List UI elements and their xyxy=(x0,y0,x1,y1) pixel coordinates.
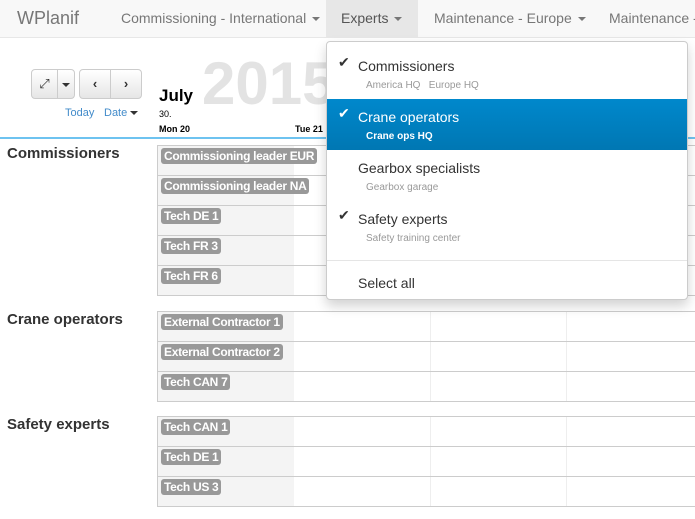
item-label: Gearbox specialists xyxy=(358,160,481,176)
day-label: Mon 20 xyxy=(159,124,191,134)
resource-badge: External Contractor 2 xyxy=(161,344,283,360)
dropdown-item[interactable]: ✔ Commissioners America HQ Europe HQ xyxy=(327,48,687,99)
check-icon: ✔ xyxy=(338,207,350,223)
resource-badge: Tech CAN 1 xyxy=(161,419,231,435)
divider xyxy=(327,260,687,261)
day-label: Tue 21 xyxy=(295,124,323,134)
resource-grid: External Contractor 1 External Contractor… xyxy=(157,311,695,402)
caret-down-icon xyxy=(312,17,321,22)
nav-commissioning-international[interactable]: Commissioning - International xyxy=(106,0,335,38)
nav-label: Commissioning - International xyxy=(121,10,307,26)
resource-badge: Tech FR 6 xyxy=(161,268,221,284)
nav-label: Experts xyxy=(341,10,389,26)
dropdown-item[interactable]: ✔ Crane operators Crane ops HQ xyxy=(327,99,687,150)
nav-experts[interactable]: Experts xyxy=(326,0,418,38)
resource-row[interactable]: Tech CAN 1 xyxy=(158,417,695,447)
resource-row[interactable]: Tech US 3 xyxy=(158,477,695,507)
resource-badge: Tech FR 3 xyxy=(161,238,221,254)
expand-arrows-icon: ⤢ xyxy=(39,76,50,91)
next-button[interactable]: › xyxy=(110,69,142,99)
month-label: July xyxy=(159,86,194,105)
group-label: Commissioners xyxy=(7,145,120,162)
caret-down-icon xyxy=(577,17,586,22)
navbar: WPlanif Commissioning - International Ex… xyxy=(0,0,695,38)
today-link[interactable]: Today xyxy=(65,107,95,119)
caret-down-icon xyxy=(394,17,403,22)
nav-label: Maintenance - Europe xyxy=(434,10,572,26)
week-label: 30. xyxy=(159,109,172,119)
nav-label: Maintenance - xyxy=(609,10,695,26)
resource-row[interactable]: External Contractor 2 xyxy=(158,342,695,372)
nav-maintenance-europe[interactable]: Maintenance - Europe xyxy=(419,0,601,38)
resource-badge: Tech CAN 7 xyxy=(161,374,231,390)
caret-down-icon xyxy=(130,111,139,116)
resource-row[interactable]: External Contractor 1 xyxy=(158,312,695,342)
prev-button[interactable]: ‹ xyxy=(79,69,111,99)
item-sublabel: Gearbox garage xyxy=(366,182,439,193)
resource-badge: Tech DE 1 xyxy=(161,208,222,224)
item-label: Crane operators xyxy=(358,109,460,125)
item-sublabel: America HQ Europe HQ xyxy=(366,80,479,91)
resource-badge: Tech US 3 xyxy=(161,479,222,495)
experts-dropdown-menu: ✔ Commissioners America HQ Europe HQ ✔ Crane… xyxy=(326,41,688,300)
check-icon: ✔ xyxy=(338,54,350,70)
nav-maintenance[interactable]: Maintenance - xyxy=(594,0,695,38)
chevron-right-icon: › xyxy=(123,76,129,91)
brand-logo[interactable]: WPlanif xyxy=(17,8,80,28)
year-watermark: 2015 xyxy=(202,50,336,117)
check-icon: ✔ xyxy=(338,105,350,121)
resource-badge: Tech DE 1 xyxy=(161,449,222,465)
select-all-item[interactable]: Select all xyxy=(358,275,415,291)
resource-badge: Commissioning leader EUR xyxy=(161,148,318,164)
resource-grid: Tech CAN 1 Tech DE 1 Tech US 3 xyxy=(157,416,695,507)
resource-row[interactable]: Tech CAN 7 xyxy=(158,372,695,402)
group-label: Crane operators xyxy=(7,311,123,328)
chevron-left-icon: ‹ xyxy=(92,76,98,91)
dropdown-item[interactable]: Gearbox specialists Gearbox garage xyxy=(327,150,687,201)
expand-button[interactable]: ⤢ xyxy=(31,69,58,99)
group-label: Safety experts xyxy=(7,416,110,433)
item-label: Safety experts xyxy=(358,211,448,227)
item-label: Commissioners xyxy=(358,58,455,74)
resource-badge: Commissioning leader NA xyxy=(161,178,310,194)
item-sublabel: Safety training center xyxy=(366,233,461,244)
caret-down-icon xyxy=(62,82,70,87)
date-label: Date xyxy=(104,107,128,119)
resource-row[interactable]: Tech DE 1 xyxy=(158,447,695,477)
dropdown-item[interactable]: ✔ Safety experts Safety training center xyxy=(327,201,687,252)
item-sublabel: Crane ops HQ xyxy=(366,131,433,142)
date-dropdown[interactable]: Date xyxy=(104,107,139,119)
expand-dropdown-button[interactable] xyxy=(57,69,75,99)
resource-badge: External Contractor 1 xyxy=(161,314,283,330)
